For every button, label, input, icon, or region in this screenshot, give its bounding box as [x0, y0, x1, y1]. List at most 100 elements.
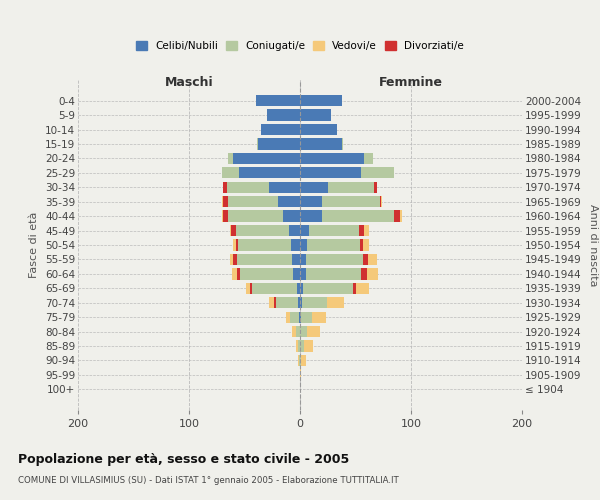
Bar	[300, 355, 301, 366]
Bar	[361, 268, 367, 280]
Bar	[300, 370, 301, 380]
Bar	[239, 167, 300, 178]
Bar	[328, 182, 374, 193]
Text: Femmine: Femmine	[379, 76, 443, 89]
Bar	[231, 225, 236, 236]
Bar	[367, 268, 378, 280]
Bar	[309, 225, 359, 236]
Bar	[299, 355, 300, 366]
Bar	[236, 240, 238, 250]
Bar	[301, 312, 312, 323]
Bar	[364, 225, 369, 236]
Bar	[363, 240, 369, 250]
Bar	[364, 152, 373, 164]
Y-axis label: Fasce di età: Fasce di età	[29, 212, 40, 278]
Bar	[275, 297, 298, 308]
Bar	[300, 340, 304, 351]
Bar	[300, 152, 364, 164]
Bar	[223, 196, 228, 207]
Bar	[300, 95, 342, 106]
Bar	[233, 254, 237, 265]
Bar	[300, 282, 304, 294]
Bar	[237, 254, 292, 265]
Bar	[296, 340, 298, 351]
Bar	[298, 340, 300, 351]
Bar	[353, 282, 355, 294]
Bar	[223, 182, 227, 193]
Bar	[304, 340, 313, 351]
Bar	[300, 110, 331, 120]
Bar	[228, 196, 278, 207]
Bar	[322, 196, 380, 207]
Bar	[361, 167, 394, 178]
Bar	[300, 138, 342, 149]
Bar	[296, 326, 300, 338]
Bar	[342, 138, 343, 149]
Bar	[305, 268, 361, 280]
Bar	[322, 210, 394, 222]
Bar	[394, 210, 400, 222]
Bar	[360, 240, 363, 250]
Bar	[223, 210, 228, 222]
Bar	[355, 282, 369, 294]
Bar	[400, 210, 402, 222]
Bar	[274, 297, 275, 308]
Bar	[301, 355, 305, 366]
Bar	[293, 268, 300, 280]
Bar	[245, 282, 250, 294]
Bar	[368, 254, 377, 265]
Bar	[222, 196, 223, 207]
Bar	[228, 210, 283, 222]
Bar	[233, 240, 236, 250]
Bar	[299, 312, 300, 323]
Bar	[233, 152, 300, 164]
Bar	[300, 254, 305, 265]
Bar	[300, 210, 322, 222]
Bar	[300, 167, 361, 178]
Bar	[292, 326, 296, 338]
Bar	[230, 254, 233, 265]
Bar	[300, 268, 305, 280]
Bar	[298, 297, 300, 308]
Bar	[300, 196, 322, 207]
Bar	[286, 312, 290, 323]
Bar	[300, 326, 307, 338]
Bar	[307, 326, 320, 338]
Bar	[292, 254, 300, 265]
Bar	[257, 138, 258, 149]
Bar	[289, 225, 300, 236]
Bar	[237, 268, 240, 280]
Bar	[232, 268, 237, 280]
Bar	[252, 282, 296, 294]
Bar	[283, 210, 300, 222]
Text: Popolazione per età, sesso e stato civile - 2005: Popolazione per età, sesso e stato civil…	[18, 452, 349, 466]
Bar	[291, 240, 300, 250]
Bar	[380, 196, 381, 207]
Text: COMUNE DI VILLASIMIUS (SU) - Dati ISTAT 1° gennaio 2005 - Elaborazione TUTTITALI: COMUNE DI VILLASIMIUS (SU) - Dati ISTAT …	[18, 476, 399, 485]
Bar	[256, 95, 300, 106]
Bar	[307, 240, 360, 250]
Bar	[300, 312, 301, 323]
Bar	[305, 254, 363, 265]
Bar	[266, 110, 300, 120]
Text: Maschi: Maschi	[164, 76, 214, 89]
Bar	[238, 240, 291, 250]
Bar	[300, 225, 309, 236]
Bar	[240, 268, 293, 280]
Y-axis label: Anni di nascita: Anni di nascita	[588, 204, 598, 286]
Bar	[300, 182, 328, 193]
Bar	[290, 312, 299, 323]
Bar	[300, 240, 307, 250]
Bar	[374, 182, 377, 193]
Bar	[300, 124, 337, 135]
Bar	[363, 254, 368, 265]
Bar	[269, 297, 274, 308]
Bar	[269, 182, 300, 193]
Bar	[261, 124, 300, 135]
Bar	[228, 152, 233, 164]
Bar	[300, 297, 302, 308]
Bar	[227, 182, 269, 193]
Bar	[250, 282, 252, 294]
Bar	[326, 297, 344, 308]
Bar	[359, 225, 364, 236]
